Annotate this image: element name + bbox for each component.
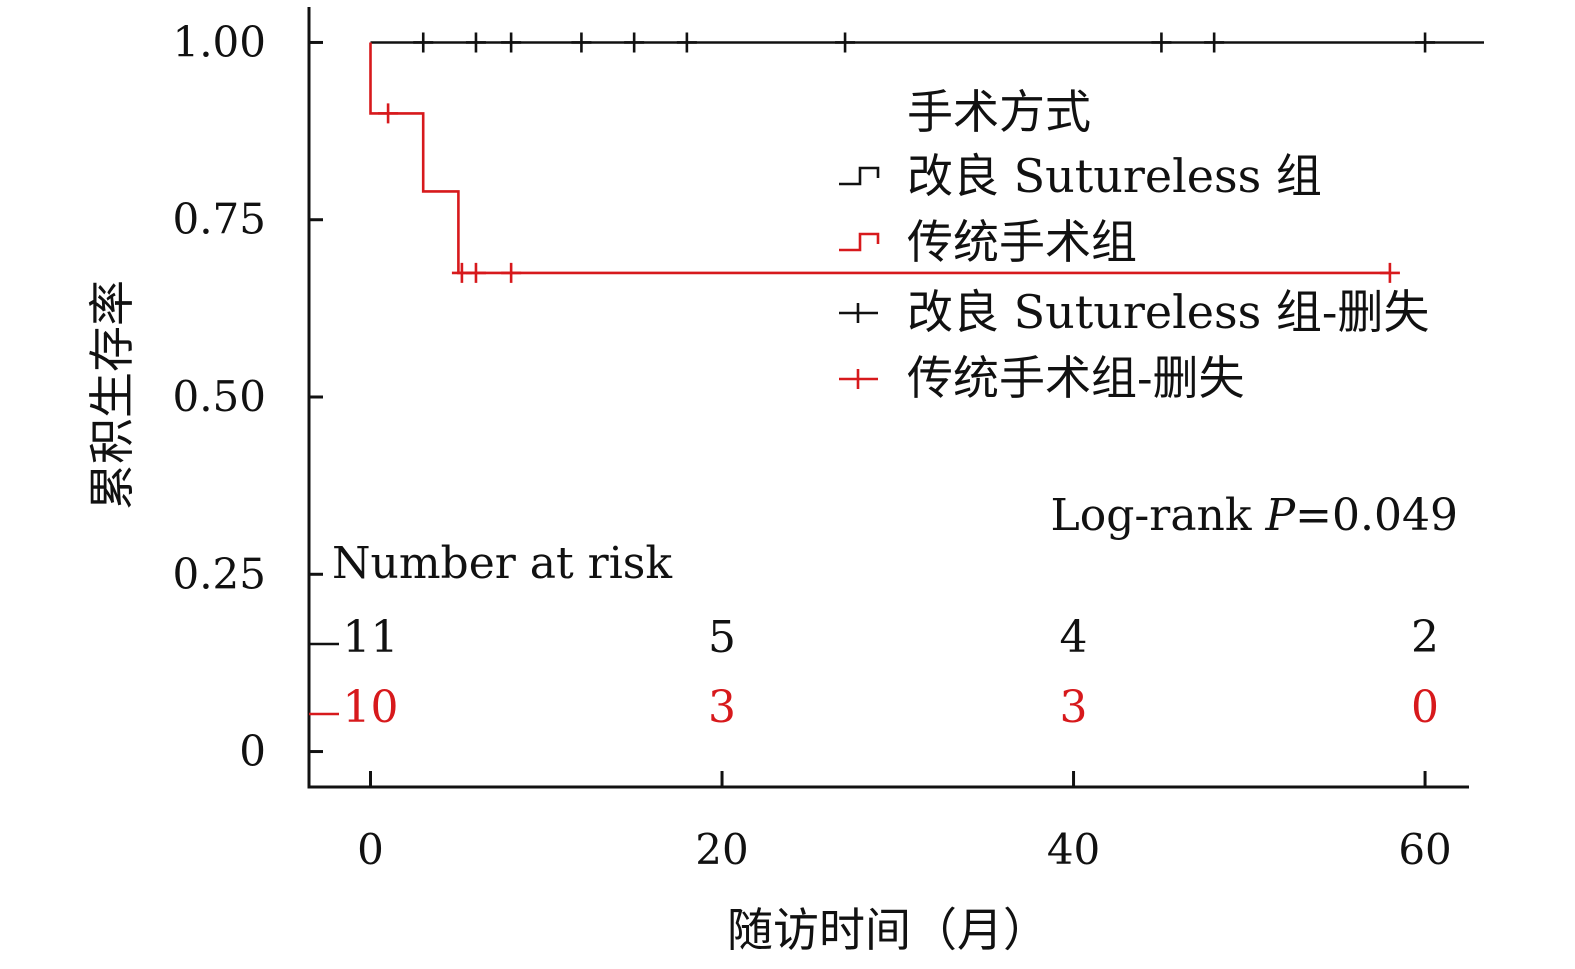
- censor-mark: [676, 32, 697, 53]
- log-rank-p-value: =0.049: [1295, 490, 1458, 541]
- censor-mark: [571, 32, 592, 53]
- risk-count: 3: [1060, 682, 1088, 733]
- censor-mark: [413, 32, 434, 53]
- y-tick-label: 0.25: [172, 549, 266, 598]
- censor-mark: [378, 103, 399, 124]
- y-axis-title: 累积生存率: [85, 280, 139, 510]
- legend-label-traditional: 传统手术组: [907, 215, 1137, 269]
- axes: [307, 7, 1469, 789]
- legend-step-symbol: [839, 232, 880, 252]
- risk-count: 4: [1060, 612, 1088, 663]
- risk-count: 11: [343, 612, 399, 663]
- x-tick-label: 60: [1398, 825, 1451, 874]
- censor-mark: [835, 32, 856, 53]
- censor-mark: [624, 32, 645, 53]
- risk-count: 10: [343, 682, 399, 733]
- legend-title: 手术方式: [907, 85, 1091, 139]
- y-tick-label: 1.00: [172, 17, 266, 66]
- risk-count: 0: [1411, 682, 1439, 733]
- tick-labels: 00.250.500.751.000 20 40 60: [172, 17, 1451, 874]
- legend-label-sutureless-censored: 改良 Sutureless 组-删失: [907, 285, 1429, 339]
- x-tick-label: 0: [357, 825, 384, 874]
- risk-count: 3: [708, 682, 736, 733]
- x-tick-label: 40: [1047, 825, 1100, 874]
- censor-mark: [1204, 32, 1225, 53]
- risk-count: 2: [1411, 612, 1439, 663]
- legend: 手术方式 改良 Sutureless 组 传统手术组 改良 Sutureless…: [839, 85, 1429, 405]
- log-rank-p-symbol: P: [1265, 490, 1297, 541]
- censor-mark: [501, 32, 522, 53]
- censor-mark: [465, 32, 486, 53]
- risk-table-title: Number at risk: [332, 538, 672, 589]
- legend-label-sutureless: 改良 Sutureless 组: [907, 149, 1322, 203]
- log-rank-prefix: Log-rank: [1051, 490, 1266, 541]
- survival-curves: [369, 32, 1484, 283]
- censor-mark: [1415, 32, 1436, 53]
- log-rank-annotation: Log-rank P=0.049: [1051, 490, 1458, 541]
- y-tick-label: 0.75: [172, 195, 266, 244]
- censor-mark: [1379, 262, 1400, 283]
- x-tick-label: 20: [695, 825, 748, 874]
- legend-step-symbol: [839, 166, 880, 186]
- risk-table: 11 5 4 2 10 3 3 0: [309, 612, 1439, 733]
- censor-mark: [465, 262, 486, 283]
- legend-cross-symbol: [839, 369, 878, 389]
- censor-mark: [501, 262, 522, 283]
- legend-cross-symbol: [839, 303, 878, 323]
- risk-count: 5: [708, 612, 736, 663]
- legend-label-traditional-censored: 传统手术组-删失: [907, 351, 1245, 405]
- y-tick-label: 0.50: [172, 372, 266, 421]
- censor-mark: [1151, 32, 1172, 53]
- y-tick-label: 0: [239, 727, 266, 776]
- x-axis-title: 随访时间（月）: [727, 903, 1049, 957]
